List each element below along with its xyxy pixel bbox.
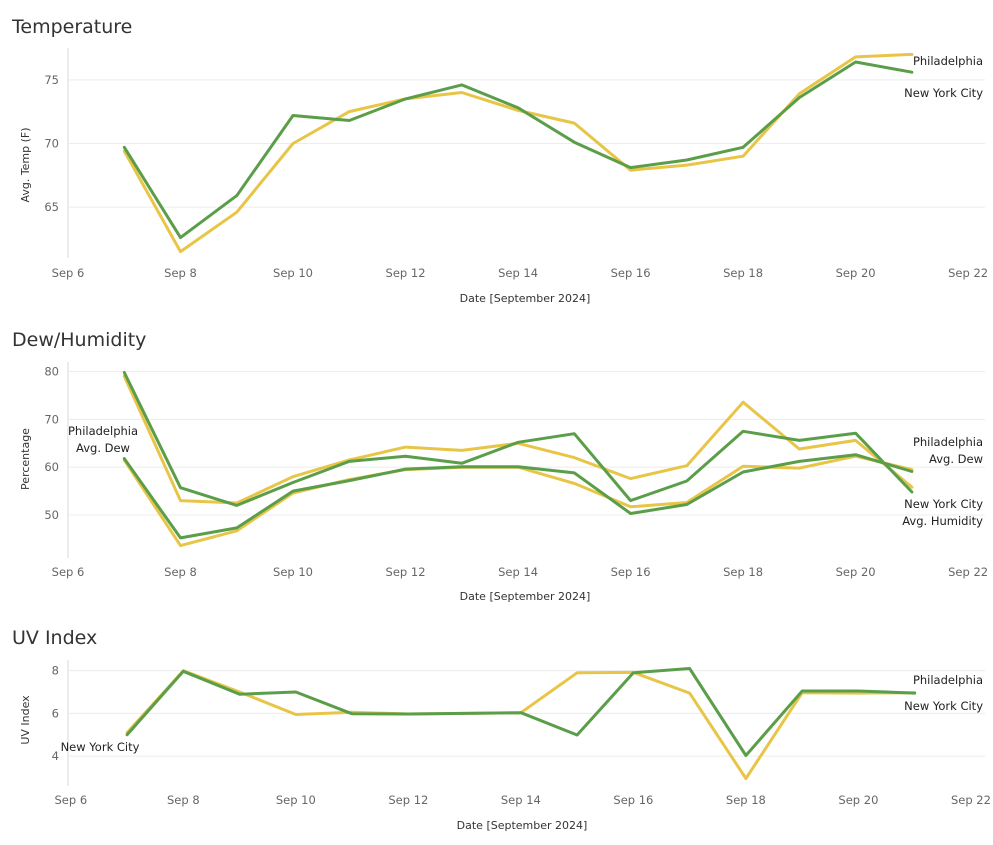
series-annotation: New York City: [904, 86, 983, 100]
x-tick-label: Sep 18: [723, 266, 763, 280]
x-tick-label: Sep 22: [951, 793, 991, 807]
annotation-line: Philadelphia: [913, 54, 983, 68]
annotation-line: Avg. Dew: [929, 452, 983, 466]
y-tick-label: 70: [44, 412, 59, 426]
x-tick-label: Sep 18: [723, 565, 763, 579]
uv-index-chart: UV Index 4 6 8 Sep 6 Sep 8 Sep 10 Sep 12 Sep 1…: [12, 627, 991, 832]
y-tick-label: 6: [52, 706, 59, 720]
y-tick-label: 65: [44, 200, 59, 214]
y-axis-label: UV Index: [19, 695, 32, 745]
annotation-line: Philadelphia: [913, 673, 983, 687]
x-tick-label: Sep 10: [276, 793, 316, 807]
x-tick-label: Sep 8: [167, 793, 200, 807]
x-tick-label: Sep 12: [386, 266, 426, 280]
x-tick-label: Sep 20: [838, 793, 878, 807]
x-tick-label: Sep 20: [836, 266, 876, 280]
series-line-new-york-city: [125, 667, 917, 757]
y-axis-label: Avg. Temp (F): [19, 127, 32, 202]
series-annotation: Philadelphia Avg. Dew: [68, 424, 138, 455]
x-tick-label: Sep 12: [388, 793, 428, 807]
series-annotation: Philadelphia: [913, 54, 983, 68]
chart-title: UV Index: [12, 627, 97, 649]
series-annotation: Philadelphia Avg. Dew: [913, 435, 983, 466]
annotation-line: Avg. Humidity: [902, 514, 983, 528]
y-tick-label: 80: [44, 365, 59, 379]
y-tick-label: 50: [44, 508, 59, 522]
y-tick-label: 70: [44, 136, 59, 150]
series-annotation: New York City: [61, 740, 140, 754]
y-tick-label: 4: [52, 749, 59, 763]
chart-title: Dew/Humidity: [12, 329, 146, 351]
series-annotation: Philadelphia: [913, 673, 983, 687]
x-tick-label: Sep 6: [52, 565, 85, 579]
x-tick-label: Sep 22: [948, 266, 988, 280]
x-axis-label: Date [September 2024]: [460, 590, 591, 603]
series-annotation: New York City Avg. Humidity: [902, 497, 983, 528]
x-tick-label: Sep 18: [726, 793, 766, 807]
x-axis-label: Date [September 2024]: [457, 819, 588, 832]
x-tick-label: Sep 6: [52, 266, 85, 280]
annotation-line: New York City: [904, 86, 983, 100]
x-tick-label: Sep 16: [611, 565, 651, 579]
x-tick-label: Sep 6: [54, 793, 87, 807]
x-axis-label: Date [September 2024]: [460, 292, 591, 305]
x-tick-label: Sep 10: [273, 565, 313, 579]
annotation-line: Philadelphia: [68, 424, 138, 438]
y-tick-label: 75: [44, 73, 59, 87]
chart-title: Temperature: [11, 16, 132, 38]
y-tick-label: 8: [52, 664, 59, 678]
annotation-line: Philadelphia: [913, 435, 983, 449]
series-line-new-york-city: [122, 60, 914, 240]
x-tick-label: Sep 10: [273, 266, 313, 280]
x-tick-label: Sep 16: [613, 793, 653, 807]
series-line-philadelphia: [125, 669, 917, 780]
annotation-line: New York City: [904, 497, 983, 511]
x-tick-label: Sep 16: [611, 266, 651, 280]
x-tick-label: Sep 14: [498, 266, 538, 280]
annotation-line: New York City: [61, 740, 140, 754]
dew-humidity-chart: Dew/Humidity 50 60 70 80 Sep 6 Sep 8 Sep 10 Se…: [12, 329, 988, 603]
y-axis-label: Percentage: [19, 428, 32, 490]
series-line-new-york-city-avg-humidity: [122, 371, 914, 507]
series-annotation: New York City: [904, 699, 983, 713]
x-tick-label: Sep 8: [164, 266, 197, 280]
x-tick-label: Sep 20: [836, 565, 876, 579]
x-tick-label: Sep 14: [501, 793, 541, 807]
temperature-chart: Temperature 65 70 75 Sep 6 Sep 8 Sep 10 Sep 1…: [11, 16, 988, 305]
series-line-philadelphia: [122, 52, 914, 254]
x-tick-label: Sep 8: [164, 565, 197, 579]
annotation-line: Avg. Dew: [76, 441, 130, 455]
x-tick-label: Sep 12: [386, 565, 426, 579]
annotation-line: New York City: [904, 699, 983, 713]
series-line-new-york-city-avg-dew: [122, 453, 914, 540]
x-tick-label: Sep 22: [948, 565, 988, 579]
y-tick-label: 60: [44, 460, 59, 474]
x-tick-label: Sep 14: [498, 565, 538, 579]
